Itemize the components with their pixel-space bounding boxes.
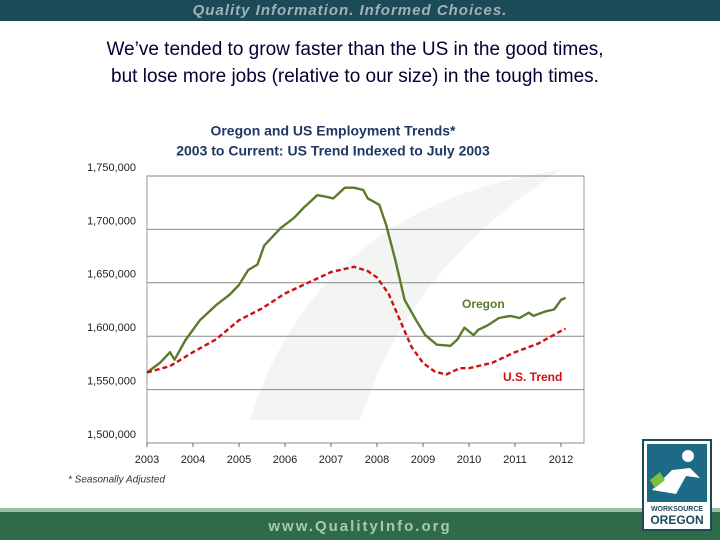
series-line: [146, 265, 567, 376]
logo: WORKSOURCE OREGON: [642, 439, 712, 531]
headline-line: but lose more jobs (relative to our size…: [111, 66, 599, 87]
y-tick-label: 1,700,000: [87, 215, 136, 227]
chart-subtitle: 2003 to Current: US Trend Indexed to Jul…: [176, 143, 490, 159]
y-tick-label: 1,550,000: [87, 376, 136, 388]
footnote: * Seasonally Adjusted: [68, 475, 165, 486]
x-tick-label: 2007: [319, 454, 343, 466]
x-tick-label: 2012: [549, 454, 573, 466]
footer-banner: [0, 512, 720, 540]
x-tick-label: 2005: [227, 454, 251, 466]
footer-stripe: [0, 508, 720, 512]
chart-title: Oregon and US Employment Trends*: [210, 123, 456, 139]
x-tick-label: 2010: [457, 454, 481, 466]
series-line: [146, 186, 567, 374]
watermark: [250, 170, 560, 420]
y-tick-label: 1,650,000: [87, 269, 136, 281]
annotation: U.S. Trend: [503, 370, 562, 384]
logo-head: [682, 450, 694, 462]
x-tick-label: 2008: [365, 454, 389, 466]
logo-text: WORKSOURCE: [651, 506, 703, 513]
header-tagline: Quality Information. Informed Choices.: [193, 2, 508, 19]
annotation: Oregon: [462, 297, 505, 311]
x-tick-label: 2011: [503, 454, 527, 466]
y-tick-label: 1,600,000: [87, 322, 136, 334]
lines: [146, 186, 567, 376]
x-tick-label: 2004: [181, 454, 205, 466]
x-tick-label: 2006: [273, 454, 297, 466]
y-tick-label: 1,750,000: [87, 162, 136, 174]
headline-line: We’ve tended to grow faster than the US …: [106, 39, 603, 60]
grid: 1,500,000 1,550,000 1,600,000 1,650,000 1,70…: [87, 162, 584, 466]
logo-text: OREGON: [650, 513, 703, 527]
y-tick-label: 1,500,000: [87, 429, 136, 441]
footer-url: www.QualityInfo.org: [267, 518, 451, 535]
header-banner: [0, 0, 720, 21]
logo-figure: [652, 468, 700, 494]
x-tick-label: 2003: [135, 454, 159, 466]
x-tick-label: 2009: [411, 454, 435, 466]
logo-leaf: [650, 472, 665, 488]
